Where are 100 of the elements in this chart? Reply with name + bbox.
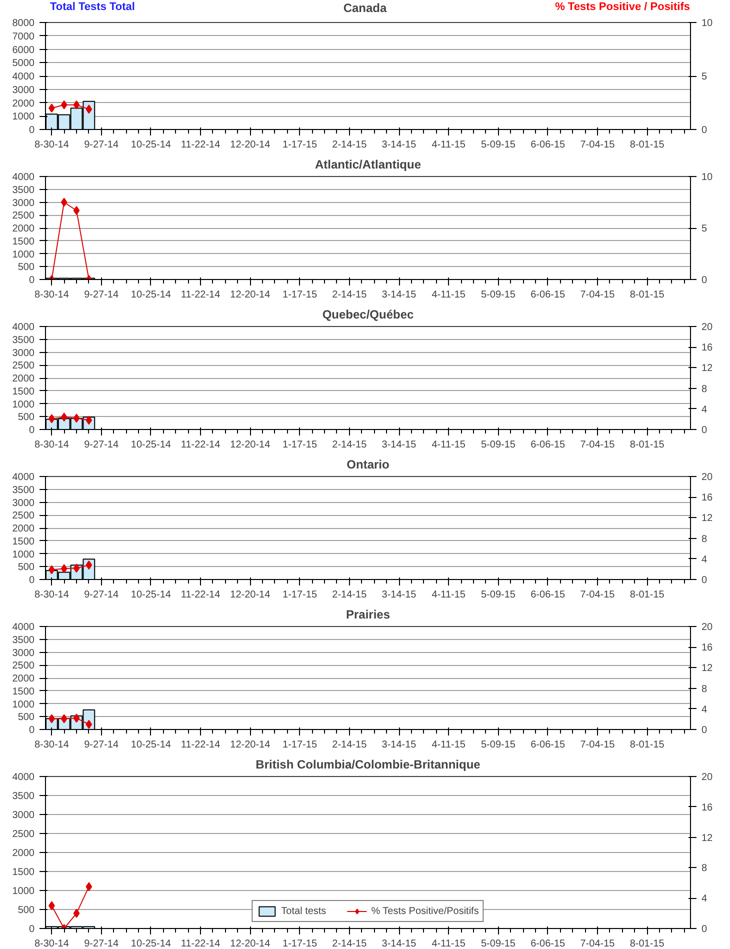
- chart-title: Atlantic/Atlantique: [315, 158, 422, 172]
- y2-tick-label: 8: [702, 534, 708, 545]
- y-tick-label: 3000: [12, 810, 35, 821]
- y-tick-label: 500: [18, 262, 35, 274]
- x-tick-label: 2-14-15: [332, 590, 368, 600]
- y-tick-label: 0: [28, 575, 35, 586]
- y-tick-label: 1000: [12, 549, 35, 560]
- x-tick-label: 8-01-15: [630, 290, 665, 300]
- x-tick-label: 12-20-14: [230, 938, 271, 949]
- y-tick-label: 2500: [12, 360, 35, 372]
- y2-tick-label: 5: [702, 224, 708, 234]
- y2-tick-label: 16: [702, 642, 714, 654]
- y-tick-label: 3000: [12, 84, 35, 96]
- y2-tick-label: 20: [702, 322, 714, 333]
- x-tick-label: 11-22-14: [180, 140, 221, 150]
- x-tick-label: 7-04-15: [580, 440, 616, 450]
- y2-tick-label: 12: [702, 363, 714, 374]
- x-tick-label: 1-17-15: [282, 590, 318, 600]
- x-tick-label: 1-17-15: [282, 938, 318, 949]
- x-tick-label: 4-11-15: [432, 740, 466, 750]
- x-tick-label: 12-20-14: [230, 140, 271, 150]
- y-tick-label: 7000: [12, 31, 35, 42]
- y-tick-label: 1000: [12, 699, 35, 710]
- y-tick-label: 2000: [12, 224, 35, 234]
- x-tick-label: 7-04-15: [580, 590, 616, 600]
- x-tick-label: 8-01-15: [630, 590, 665, 600]
- y-tick-label: 1000: [12, 399, 35, 410]
- y-tick-label: 500: [18, 562, 35, 574]
- x-tick-label: 3-14-15: [382, 440, 417, 450]
- x-tick-label: 8-01-15: [630, 140, 665, 150]
- y-tick-label: 3000: [12, 198, 35, 209]
- x-tick-label: 4-11-15: [432, 140, 466, 150]
- y2-tick-label: 12: [702, 663, 714, 674]
- x-tick-label: 9-27-14: [84, 140, 119, 150]
- y-tick-label: 4000: [12, 472, 35, 483]
- y-tick-label: 500: [18, 712, 35, 724]
- x-tick-label: 11-22-14: [180, 440, 221, 450]
- x-tick-label: 10-25-14: [130, 590, 172, 600]
- chart-title: Canada: [343, 0, 387, 17]
- x-tick-label: 10-25-14: [130, 938, 172, 949]
- x-tick-label: 12-20-14: [230, 740, 271, 750]
- x-tick-label: 7-04-15: [580, 740, 616, 750]
- y2-tick-label: 0: [702, 275, 708, 286]
- x-tick-label: 11-22-14: [180, 740, 221, 750]
- y2-tick-label: 8: [702, 384, 708, 395]
- y-tick-label: 0: [28, 275, 35, 286]
- x-tick-label: 11-22-14: [180, 290, 221, 300]
- x-tick-label: 2-14-15: [332, 290, 368, 300]
- y2-tick-label: 0: [702, 575, 708, 586]
- y2-axis-title: % Tests Positive / Positifs: [555, 0, 690, 15]
- x-tick-label: 8-30-14: [34, 140, 70, 150]
- y-tick-label: 6000: [12, 44, 35, 56]
- x-tick-label: 12-20-14: [230, 590, 271, 600]
- x-tick-label: 2-14-15: [332, 740, 368, 750]
- y-tick-label: 2000: [12, 98, 35, 110]
- y2-tick-label: 0: [702, 125, 708, 136]
- y-tick-label: 2500: [12, 510, 35, 522]
- x-tick-label: 3-14-15: [382, 290, 417, 300]
- y-tick-label: 1000: [12, 112, 35, 123]
- y-tick-label: 3500: [12, 791, 35, 802]
- y-tick-label: 3000: [12, 498, 35, 509]
- x-tick-label: 8-30-14: [34, 740, 70, 750]
- y-tick-label: 2500: [12, 660, 35, 672]
- y-tick-label: 4000: [12, 622, 35, 633]
- y-tick-label: 1500: [12, 686, 35, 698]
- x-tick-label: 6-06-15: [530, 440, 566, 450]
- x-tick-label: 6-06-15: [530, 140, 566, 150]
- y2-tick-label: 20: [702, 772, 714, 783]
- y2-tick-label: 12: [702, 832, 714, 844]
- x-tick-label: 9-27-14: [84, 290, 119, 300]
- y-tick-label: 1500: [12, 867, 35, 878]
- x-tick-label: 9-27-14: [84, 440, 119, 450]
- x-tick-label: 8-01-15: [630, 740, 665, 750]
- y-tick-label: 0: [28, 425, 35, 436]
- y-tick-label: 4000: [12, 772, 35, 783]
- y2-tick-label: 0: [702, 725, 708, 736]
- x-tick-label: 5-09-15: [481, 740, 516, 750]
- chart-title: Prairies: [346, 608, 390, 622]
- y-tick-label: 1500: [12, 386, 35, 398]
- x-tick-label: 1-17-15: [282, 290, 318, 300]
- x-tick-label: 4-11-15: [432, 938, 466, 949]
- y-tick-label: 500: [18, 905, 35, 916]
- y-tick-label: 500: [18, 412, 35, 424]
- y2-tick-label: 8: [702, 684, 708, 695]
- y-tick-label: 3000: [12, 648, 35, 659]
- y-tick-label: 1000: [12, 886, 35, 897]
- x-tick-label: 5-09-15: [481, 440, 516, 450]
- x-tick-label: 5-09-15: [481, 590, 516, 600]
- x-tick-label: 1-17-15: [282, 140, 318, 150]
- x-tick-label: 8-30-14: [34, 440, 70, 450]
- x-tick-label: 1-17-15: [282, 440, 318, 450]
- chart-title: Quebec/Québec: [322, 308, 414, 322]
- x-tick-label: 8-01-15: [630, 440, 665, 450]
- x-tick-label: 4-11-15: [432, 290, 466, 300]
- x-tick-label: 10-25-14: [130, 290, 172, 300]
- point: [73, 206, 80, 215]
- y2-tick-label: 8: [702, 863, 708, 874]
- y2-tick-label: 4: [702, 894, 708, 905]
- y2-tick-label: 0: [702, 425, 708, 436]
- y2-tick-label: 0: [702, 924, 708, 935]
